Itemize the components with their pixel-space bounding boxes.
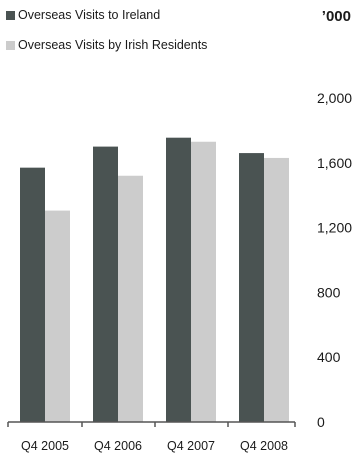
y-tick-label: 400 xyxy=(317,349,341,365)
legend-label: Overseas Visits to Ireland xyxy=(18,8,161,22)
y-axis-unit-label: ’000 xyxy=(321,8,351,25)
bar-overseas-visits-to-ireland xyxy=(166,137,191,422)
bar-overseas-visits-to-ireland xyxy=(239,153,264,422)
chart-legend: Overseas Visits to Ireland Overseas Visi… xyxy=(6,8,207,68)
bar-visits-by-irish-residents xyxy=(118,175,143,422)
y-tick-label: 1,600 xyxy=(317,155,352,171)
y-tick-label: 0 xyxy=(317,414,325,430)
y-tick-label: 1,200 xyxy=(317,220,352,236)
bar-overseas-visits-to-ireland xyxy=(20,167,45,422)
x-tick-label: Q4 2007 xyxy=(167,439,215,453)
legend-label: Overseas Visits by Irish Residents xyxy=(18,38,208,52)
x-tick-label: Q4 2005 xyxy=(21,439,69,453)
y-tick-label: 2,000 xyxy=(317,90,352,106)
bar-visits-by-irish-residents xyxy=(45,210,70,422)
x-tick-label: Q4 2006 xyxy=(94,439,142,453)
legend-item-visits-by-irish-residents: Overseas Visits by Irish Residents xyxy=(6,38,207,52)
bar-overseas-visits-to-ireland xyxy=(93,146,118,422)
legend-swatch-dark xyxy=(6,10,15,20)
y-tick-label: 800 xyxy=(317,284,341,300)
legend-item-overseas-visits-to-ireland: Overseas Visits to Ireland xyxy=(6,8,207,22)
x-tick-label: Q4 2008 xyxy=(240,439,288,453)
bar-visits-by-irish-residents xyxy=(191,141,216,423)
bar-visits-by-irish-residents xyxy=(264,157,289,422)
legend-swatch-light xyxy=(6,40,15,50)
